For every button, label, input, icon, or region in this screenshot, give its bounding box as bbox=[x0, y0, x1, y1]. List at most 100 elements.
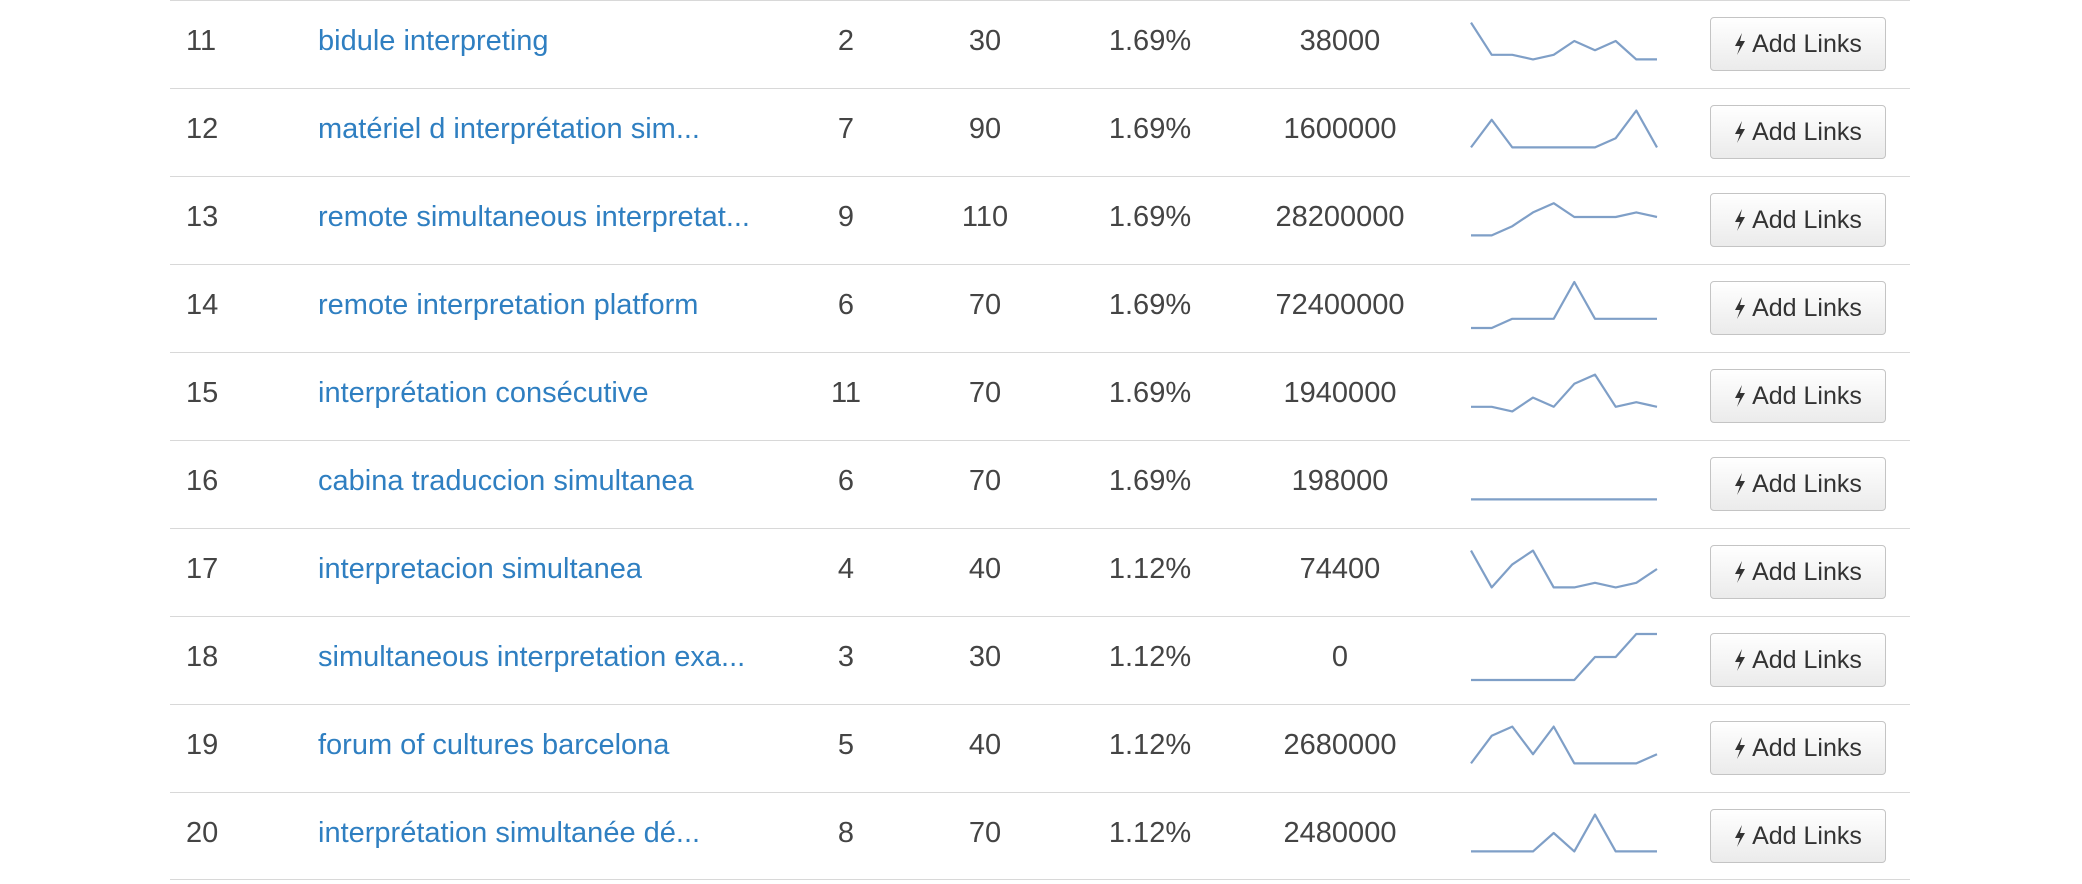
table-row: 19 forum of cultures barcelona 5 40 1.12% 268… bbox=[170, 704, 1910, 792]
col-d-cell: 1940000 bbox=[1283, 377, 1397, 409]
add-links-button[interactable]: Add Links bbox=[1710, 105, 1886, 159]
keyword-link[interactable]: bidule interpreting bbox=[318, 25, 549, 57]
add-links-button[interactable]: Add Links bbox=[1710, 17, 1886, 71]
add-links-label: Add Links bbox=[1752, 645, 1862, 674]
trend-sparkline bbox=[1471, 632, 1657, 682]
keyword-link[interactable]: remote interpretation platform bbox=[318, 289, 699, 321]
col-b-cell: 70 bbox=[968, 377, 1002, 409]
col-d-cell: 2680000 bbox=[1283, 729, 1397, 761]
col-b-cell: 70 bbox=[968, 289, 1002, 321]
trend-line bbox=[1471, 813, 1657, 853]
bolt-icon bbox=[1735, 385, 1746, 407]
col-d-cell: 74400 bbox=[1299, 553, 1381, 585]
add-links-label: Add Links bbox=[1752, 469, 1862, 498]
add-links-button[interactable]: Add Links bbox=[1710, 281, 1886, 335]
bolt-icon bbox=[1735, 473, 1746, 495]
col-d-cell: 0 bbox=[1331, 641, 1349, 673]
keyword-link[interactable]: cabina traduccion simultanea bbox=[318, 465, 694, 497]
col-a-cell: 4 bbox=[837, 553, 855, 585]
trend-sparkline bbox=[1471, 202, 1658, 237]
col-b-cell: 90 bbox=[968, 113, 1002, 145]
col-d-cell: 72400000 bbox=[1275, 289, 1405, 321]
col-b-cell: 110 bbox=[961, 201, 1009, 233]
col-b-cell: 40 bbox=[968, 729, 1002, 761]
keyword-link[interactable]: remote simultaneous interpretat... bbox=[318, 201, 750, 233]
col-d-cell: 198000 bbox=[1291, 465, 1389, 497]
col-c-cell: 1.12% bbox=[1108, 729, 1192, 761]
rank-cell: 20 bbox=[186, 817, 219, 849]
keyword-link[interactable]: interpretacion simultanea bbox=[318, 553, 643, 585]
trend-sparkline bbox=[1470, 725, 1658, 765]
keyword-link[interactable]: simultaneous interpretation exa... bbox=[318, 641, 746, 673]
rank-cell: 11 bbox=[186, 25, 217, 57]
col-a-cell: 6 bbox=[837, 289, 855, 321]
trend-sparkline bbox=[1470, 22, 1657, 61]
bolt-icon bbox=[1735, 649, 1746, 671]
col-c-cell: 1.12% bbox=[1108, 817, 1192, 849]
keywords-table: 11 bidule interpreting 2 30 1.69% 38000 Add Li… bbox=[170, 0, 1910, 880]
rank-cell: 14 bbox=[186, 289, 219, 321]
trend-line bbox=[1470, 109, 1658, 149]
col-c-cell: 1.69% bbox=[1108, 465, 1192, 497]
col-a-cell: 11 bbox=[830, 377, 862, 409]
rank-cell: 17 bbox=[186, 553, 219, 585]
add-links-label: Add Links bbox=[1752, 29, 1862, 58]
bolt-icon bbox=[1735, 561, 1746, 583]
bolt-icon bbox=[1735, 737, 1746, 759]
rank-cell: 13 bbox=[186, 201, 219, 233]
add-links-button[interactable]: Add Links bbox=[1710, 457, 1886, 511]
col-a-cell: 7 bbox=[837, 113, 855, 145]
table-row: 17 interpretacion simultanea 4 40 1.12% 74400… bbox=[170, 528, 1910, 616]
rank-cell: 15 bbox=[186, 377, 219, 409]
trend-sparkline bbox=[1471, 280, 1657, 330]
col-a-cell: 5 bbox=[837, 729, 855, 761]
add-links-label: Add Links bbox=[1752, 733, 1862, 762]
col-a-cell: 2 bbox=[837, 25, 855, 57]
keyword-link[interactable]: forum of cultures barcelona bbox=[318, 729, 670, 761]
keyword-link[interactable]: interprétation simultanée dé... bbox=[318, 817, 701, 849]
add-links-button[interactable]: Add Links bbox=[1710, 545, 1886, 599]
col-c-cell: 1.69% bbox=[1108, 289, 1192, 321]
table-row: 20 interprétation simultanée dé... 8 70 1.12… bbox=[170, 792, 1910, 880]
add-links-label: Add Links bbox=[1752, 117, 1862, 146]
col-b-cell: 30 bbox=[968, 641, 1002, 673]
col-d-cell: 38000 bbox=[1299, 25, 1381, 57]
table-row: 16 cabina traduccion simultanea 6 70 1.69% 19… bbox=[170, 440, 1910, 528]
trend-sparkline bbox=[1471, 373, 1658, 413]
col-a-cell: 3 bbox=[837, 641, 855, 673]
add-links-button[interactable]: Add Links bbox=[1710, 369, 1886, 423]
rank-cell: 12 bbox=[186, 113, 219, 145]
keyword-link[interactable]: interprétation consécutive bbox=[318, 377, 649, 409]
table-row: 11 bidule interpreting 2 30 1.69% 38000 Add Li… bbox=[170, 0, 1910, 88]
col-d-cell: 2480000 bbox=[1283, 817, 1397, 849]
trend-sparkline bbox=[1471, 498, 1657, 501]
col-c-cell: 1.12% bbox=[1108, 553, 1192, 585]
add-links-button[interactable]: Add Links bbox=[1710, 633, 1886, 687]
bolt-icon bbox=[1735, 121, 1746, 143]
col-a-cell: 6 bbox=[837, 465, 855, 497]
keyword-link[interactable]: matériel d interprétation sim... bbox=[318, 113, 700, 145]
bolt-icon bbox=[1735, 33, 1746, 55]
bolt-icon bbox=[1735, 825, 1746, 847]
col-c-cell: 1.69% bbox=[1108, 377, 1192, 409]
trend-line bbox=[1471, 280, 1657, 330]
col-b-cell: 30 bbox=[968, 25, 1002, 57]
rank-cell: 19 bbox=[186, 729, 219, 761]
bolt-icon bbox=[1735, 209, 1746, 231]
col-a-cell: 9 bbox=[837, 201, 855, 233]
trend-line bbox=[1470, 549, 1658, 589]
trend-sparkline bbox=[1471, 813, 1657, 853]
col-c-cell: 1.12% bbox=[1108, 641, 1192, 673]
table-row: 12 matériel d interprétation sim... 7 90 1.6… bbox=[170, 88, 1910, 176]
col-b-cell: 70 bbox=[968, 817, 1002, 849]
add-links-button[interactable]: Add Links bbox=[1710, 193, 1886, 247]
add-links-button[interactable]: Add Links bbox=[1710, 721, 1886, 775]
add-links-label: Add Links bbox=[1752, 381, 1862, 410]
trend-line bbox=[1471, 373, 1658, 413]
col-d-cell: 1600000 bbox=[1283, 113, 1397, 145]
table-row: 13 remote simultaneous interpretat... 9 110… bbox=[170, 176, 1910, 264]
add-links-button[interactable]: Add Links bbox=[1710, 809, 1886, 863]
rank-cell: 18 bbox=[186, 641, 219, 673]
col-c-cell: 1.69% bbox=[1108, 25, 1192, 57]
table-row: 18 simultaneous interpretation exa... 3 30 1… bbox=[170, 616, 1910, 704]
